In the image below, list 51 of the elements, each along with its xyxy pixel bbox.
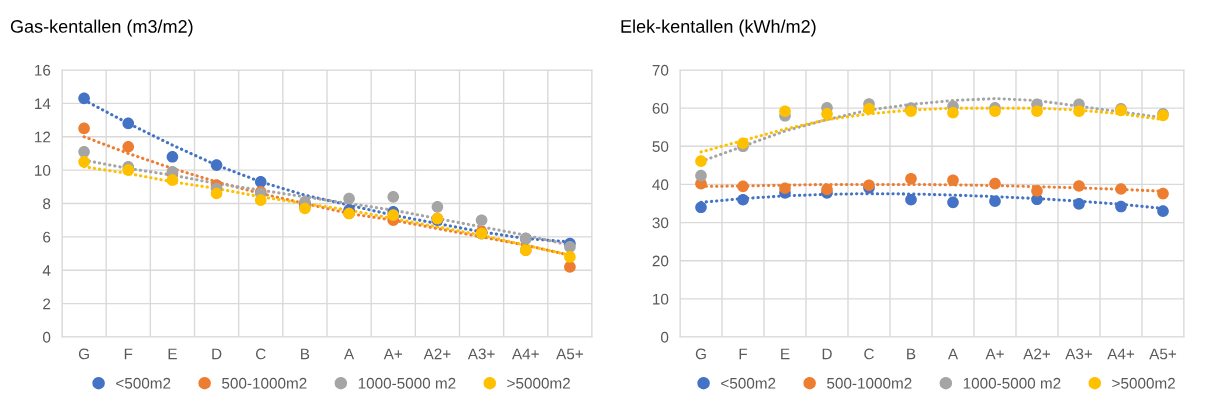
x-tick-label: A4+ bbox=[511, 348, 539, 360]
x-tick-label: A3+ bbox=[1065, 348, 1093, 360]
y-tick-label: 10 bbox=[653, 293, 669, 305]
legend-label: <500m2 bbox=[721, 377, 776, 389]
y-tick-label: 50 bbox=[652, 141, 669, 152]
legend-label: <500m2 bbox=[116, 377, 171, 389]
y-tick-label: 2 bbox=[43, 298, 51, 310]
x-tick-label: B bbox=[301, 348, 310, 360]
x-tick-label: F bbox=[124, 348, 133, 360]
legend-label: 1000-5000 m2 bbox=[358, 377, 456, 389]
x-tick-label: A3+ bbox=[467, 348, 495, 360]
y-tick-label: 8 bbox=[43, 198, 51, 210]
legend-label: 500-1000m2 bbox=[827, 377, 912, 389]
y-tick-label: 0 bbox=[42, 331, 51, 343]
x-tick-label: C bbox=[256, 348, 266, 360]
x-tick-label: D bbox=[822, 348, 832, 360]
y-tick-label: 0 bbox=[660, 331, 669, 343]
y-tick-label: 30 bbox=[652, 217, 669, 229]
legend-label: 1000-5000 m2 bbox=[963, 377, 1061, 389]
legend-label: >5000m2 bbox=[1112, 377, 1175, 389]
legend-label: >5000m2 bbox=[507, 377, 570, 389]
x-tick-label: E bbox=[781, 348, 790, 360]
x-tick-label: A+ bbox=[383, 348, 403, 360]
y-tick-label: 6 bbox=[43, 231, 51, 243]
y-tick-label: 16 bbox=[35, 64, 51, 76]
x-tick-label: E bbox=[168, 348, 177, 360]
x-tick-label: A2+ bbox=[1023, 348, 1051, 360]
y-tick-label: 14 bbox=[35, 98, 51, 109]
y-tick-label: 40 bbox=[652, 179, 669, 191]
x-tick-label: D bbox=[212, 348, 222, 360]
y-tick-label: 20 bbox=[652, 255, 669, 267]
x-tick-label: A+ bbox=[985, 348, 1004, 360]
x-tick-label: A2+ bbox=[423, 348, 451, 360]
x-tick-label: A4+ bbox=[1107, 348, 1135, 360]
x-tick-label: G bbox=[695, 348, 706, 360]
x-tick-label: G bbox=[78, 348, 89, 360]
x-tick-label: A bbox=[947, 348, 959, 360]
y-tick-label: 60 bbox=[652, 103, 669, 114]
chart-title: Elek-kentallen (kWh/m2) bbox=[621, 19, 816, 37]
x-tick-label: C bbox=[864, 348, 874, 360]
x-tick-label: F bbox=[739, 348, 748, 360]
x-tick-label: A5+ bbox=[556, 348, 583, 360]
x-tick-label: B bbox=[907, 348, 916, 360]
y-tick-label: 10 bbox=[35, 164, 51, 176]
y-tick-label: 4 bbox=[42, 265, 51, 276]
legend-label: 500-1000m2 bbox=[222, 377, 307, 389]
x-tick-label: A bbox=[344, 348, 355, 360]
chart-title: Gas-kentallen (m3/m2) bbox=[10, 19, 193, 37]
x-tick-label: A5+ bbox=[1149, 348, 1177, 360]
y-tick-label: 70 bbox=[652, 64, 669, 76]
y-tick-label: 12 bbox=[35, 131, 51, 143]
